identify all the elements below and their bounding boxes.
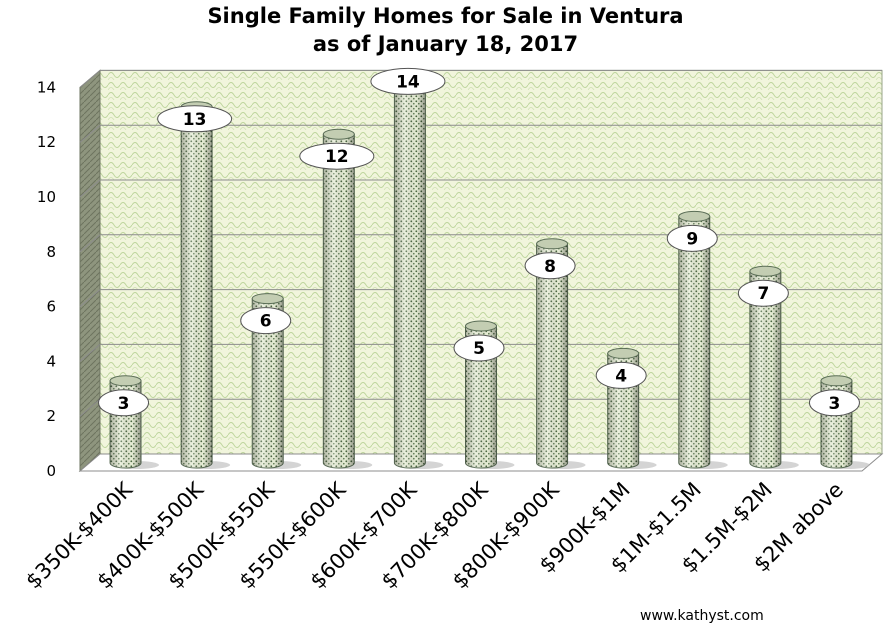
bars: 3 13 6 12 14 5 8 4 9 7 3	[98, 67, 870, 469]
bar-top	[749, 265, 782, 277]
data-label-text: 5	[473, 339, 485, 359]
data-label-bubble	[808, 389, 860, 417]
bar-1: 3	[98, 375, 160, 469]
gridline-side	[79, 398, 101, 417]
bar-shade	[181, 106, 213, 469]
bar-top	[465, 320, 497, 332]
data-label: 3	[98, 389, 150, 417]
data-label-text: 4	[615, 366, 627, 386]
bar-11: 3	[808, 375, 870, 469]
bar-2: 13	[157, 101, 233, 469]
data-label-text: 3	[118, 394, 130, 414]
data-label: 9	[666, 224, 718, 252]
bar-shade	[536, 243, 568, 468]
data-label: 3	[808, 389, 860, 417]
data-label: 4	[595, 361, 647, 389]
bar-shade	[678, 216, 710, 468]
bar-shade	[749, 271, 781, 468]
data-label-text: 9	[686, 229, 698, 249]
data-label-bubble	[524, 252, 576, 280]
bar-top	[251, 293, 284, 305]
bar-8: 4	[595, 347, 657, 469]
y-tick-label: 0	[46, 462, 56, 480]
x-axis-labels: $350K-$400K$400K-$500K$500K-$550K$550K-$…	[21, 477, 848, 594]
bar-top	[678, 210, 711, 222]
chart-title: Single Family Homes for Sale in Ventura …	[0, 2, 891, 58]
gridline-side	[79, 344, 101, 362]
y-tick-label: 2	[46, 407, 56, 425]
bar-top	[607, 347, 640, 359]
gridline-side	[79, 70, 101, 88]
bar-5: 14	[370, 67, 446, 469]
bar-shade	[394, 79, 426, 469]
data-label-text: 3	[829, 394, 841, 414]
data-label-bubble	[453, 334, 505, 362]
data-label: 14	[370, 67, 446, 95]
data-label-text: 8	[544, 257, 556, 277]
data-label-bubble	[98, 389, 150, 417]
data-label-bubble	[240, 307, 292, 335]
bar-shade	[323, 134, 355, 468]
side-wall	[79, 69, 101, 473]
data-label-bubble	[157, 105, 233, 133]
y-tick-label: 14	[37, 78, 56, 96]
data-label: 7	[737, 279, 789, 307]
bar-9: 9	[666, 210, 728, 469]
gridline-side	[79, 179, 101, 198]
data-label: 12	[299, 142, 375, 170]
y-axis-ticks: 0 2 4 6 8 10 12 14	[37, 78, 56, 480]
bar-top	[820, 375, 853, 387]
chart-title-line-1: Single Family Homes for Sale in Ventura	[207, 4, 684, 28]
bar-7: 8	[524, 238, 586, 469]
bar-top	[109, 375, 142, 387]
data-label: 6	[240, 307, 292, 335]
watermark: www.kathyst.com	[640, 608, 764, 624]
gridline-side	[79, 234, 101, 253]
bar-4: 12	[299, 128, 375, 469]
y-tick-label: 6	[46, 298, 56, 316]
data-label: 5	[453, 334, 505, 362]
bar-top	[322, 128, 355, 140]
bar-shade	[252, 298, 284, 468]
data-label-text: 13	[183, 110, 207, 130]
data-label-bubble	[595, 361, 647, 389]
bar-shade	[465, 326, 497, 468]
data-label-bubble	[737, 279, 789, 307]
y-tick-label: 10	[37, 188, 56, 206]
bar-6: 5	[453, 320, 515, 469]
data-label-bubble	[370, 67, 446, 95]
gridline-side	[79, 124, 101, 143]
y-tick-label: 12	[37, 133, 56, 151]
bar-10: 7	[737, 265, 799, 469]
data-label-text: 6	[260, 312, 272, 332]
y-tick-label: 4	[46, 352, 56, 370]
data-label: 8	[524, 252, 576, 280]
data-label-text: 14	[396, 72, 420, 92]
y-tick-label: 8	[46, 243, 56, 261]
data-label-text: 12	[325, 147, 349, 167]
chart-title-line-2: as of January 18, 2017	[312, 32, 579, 56]
data-label: 13	[157, 105, 233, 133]
bar-3: 6	[240, 293, 302, 469]
gridline-side	[79, 289, 101, 307]
data-label-bubble	[299, 142, 375, 170]
data-label-text: 7	[757, 284, 769, 304]
data-label-bubble	[666, 224, 718, 252]
bar-top	[536, 238, 569, 250]
